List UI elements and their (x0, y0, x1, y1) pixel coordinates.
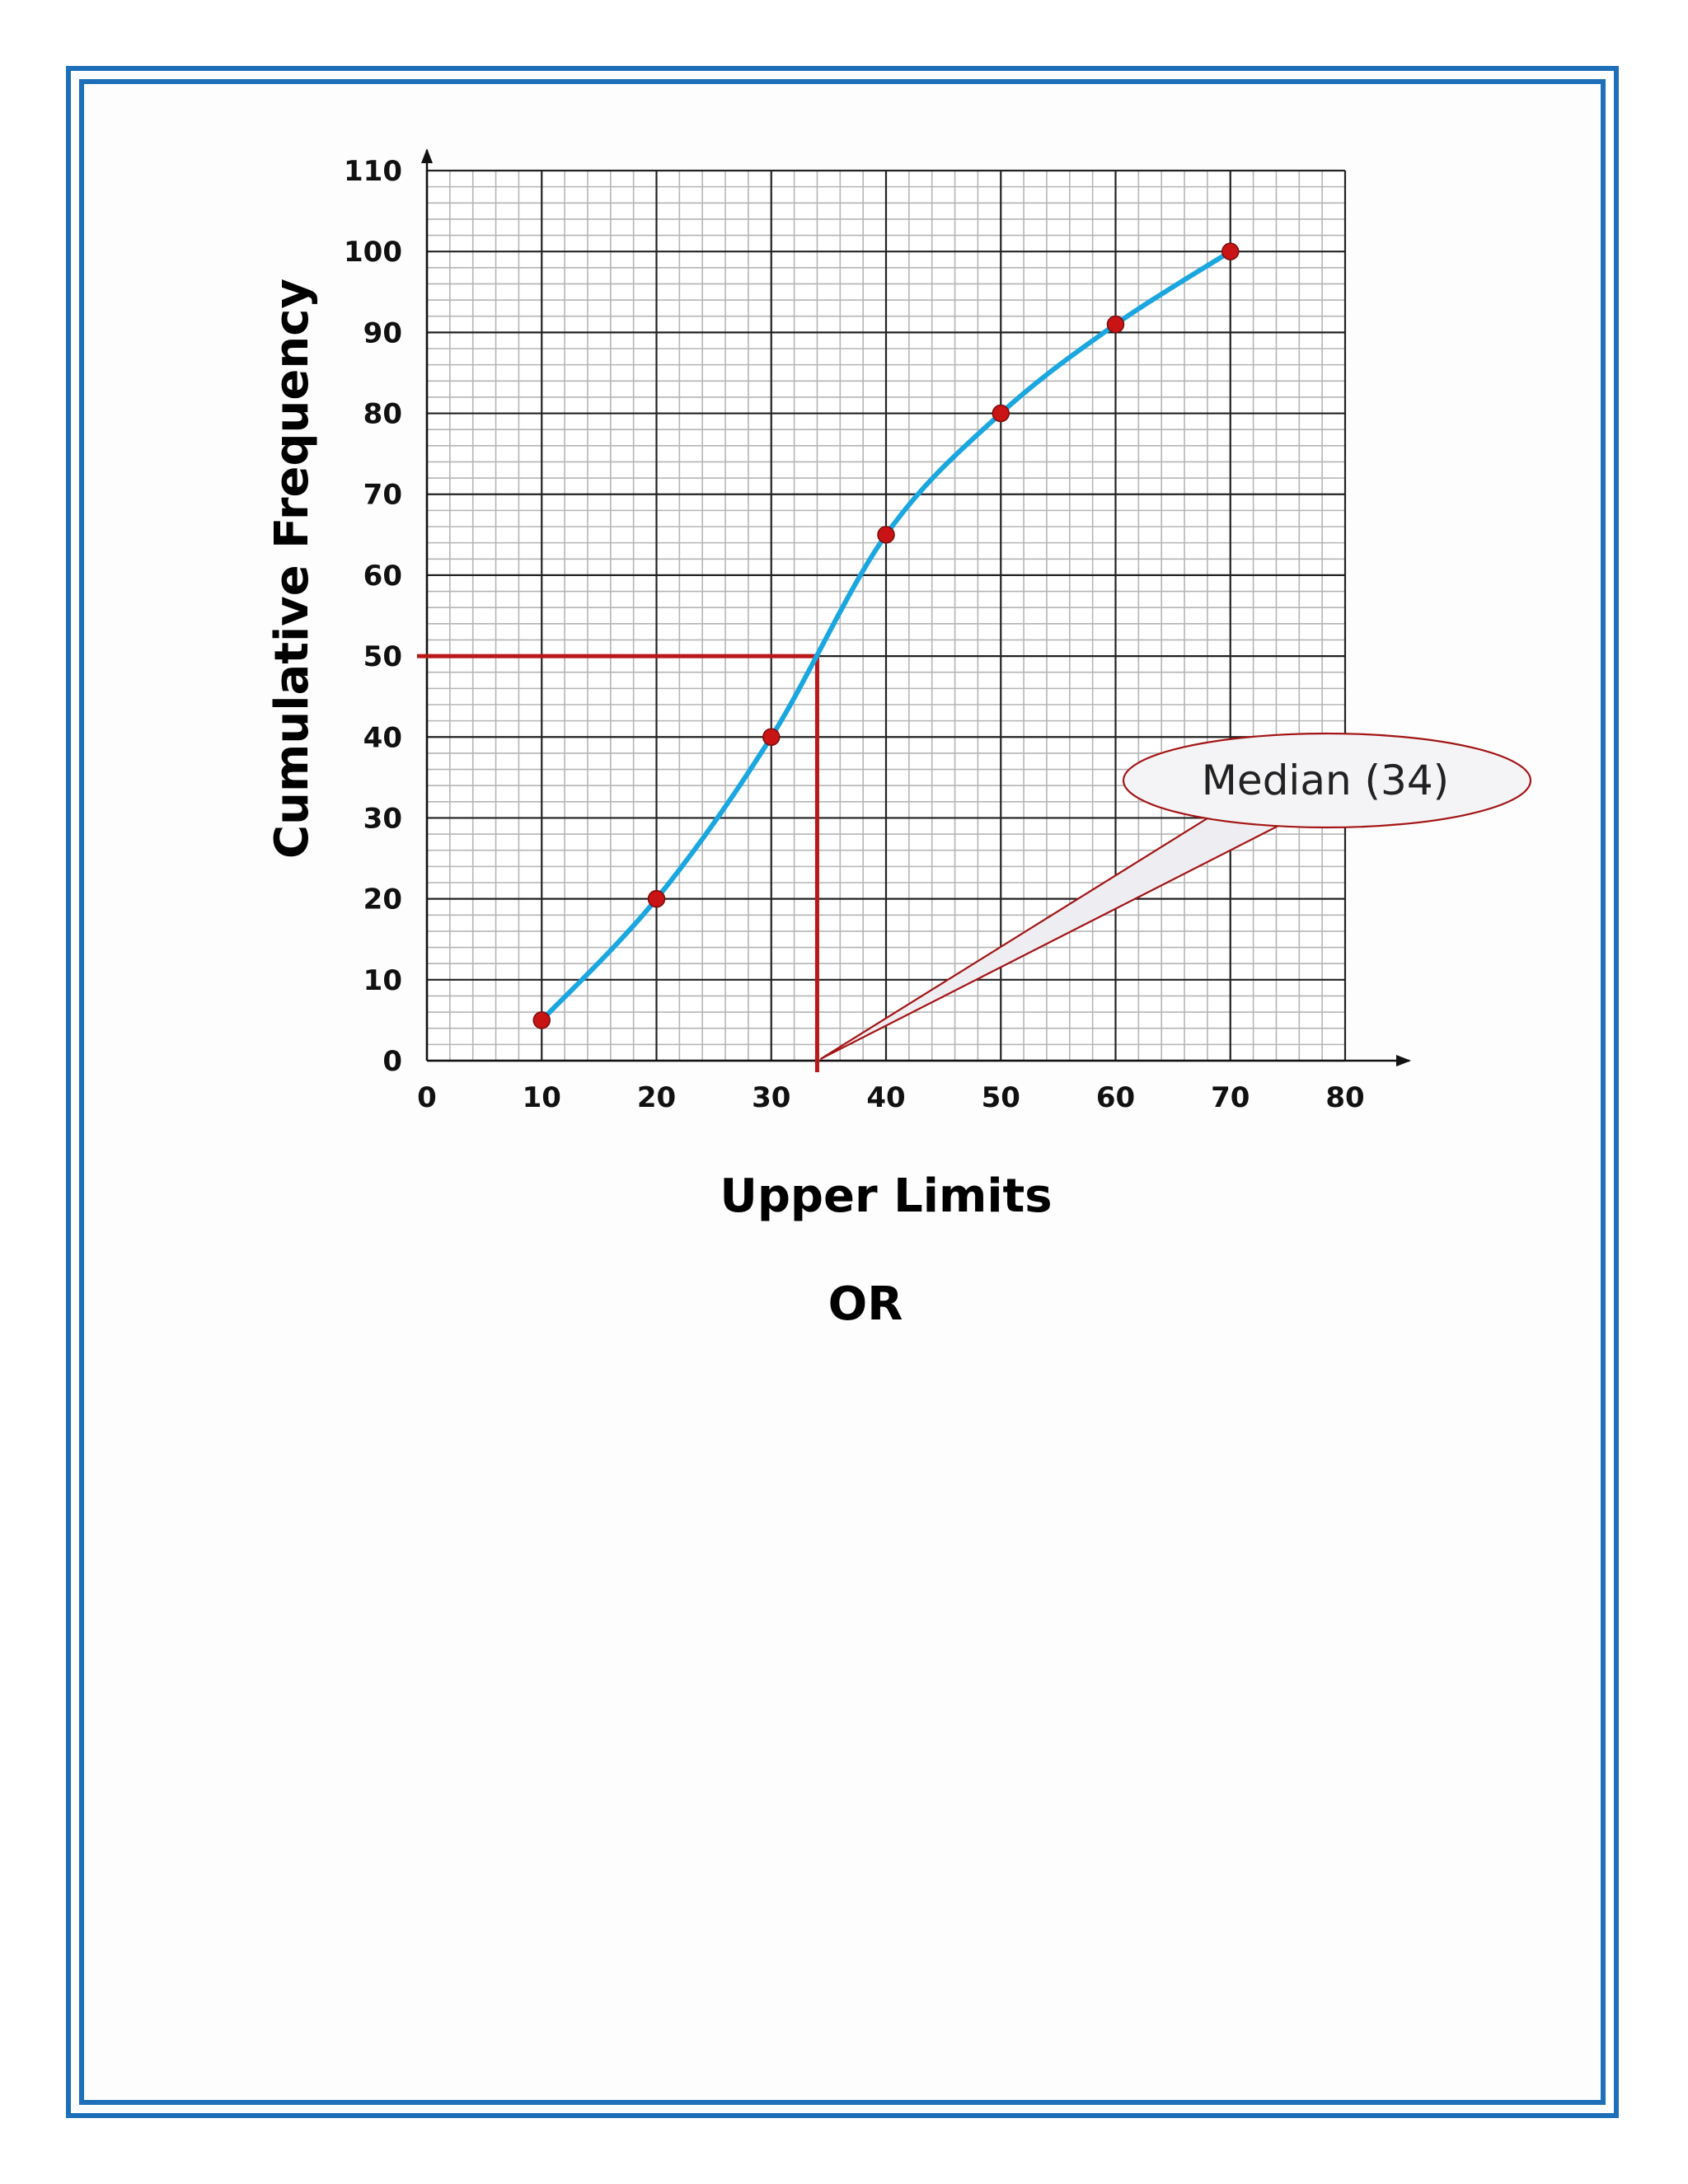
x-tick-label: 10 (523, 1081, 561, 1114)
y-tick-label: 90 (363, 316, 402, 349)
y-tick-label: 70 (363, 479, 402, 512)
x-tick-label: 70 (1211, 1081, 1250, 1114)
y-tick-label: 100 (344, 236, 402, 269)
data-point (877, 526, 895, 544)
page-border-outer (66, 66, 1619, 2118)
x-tick-label: 30 (752, 1081, 790, 1114)
data-point (532, 1011, 551, 1029)
data-point (647, 889, 666, 908)
y-tick-label: 40 (363, 721, 402, 754)
x-axis-title: Upper Limits (720, 1169, 1052, 1223)
data-point (1106, 315, 1125, 334)
or-caption: OR (828, 1277, 903, 1331)
x-tick-label: 80 (1325, 1081, 1364, 1114)
y-tick-label: 60 (363, 560, 402, 593)
callout-bubble (1122, 732, 1532, 829)
y-tick-label: 80 (363, 398, 402, 431)
x-tick-label: 20 (637, 1081, 676, 1114)
y-tick-label: 10 (363, 964, 402, 997)
y-axis-title: Cumulative Frequency (265, 279, 319, 859)
x-axis-arrow (1396, 1055, 1411, 1066)
x-tick-label: 0 (417, 1081, 437, 1114)
x-tick-label: 40 (866, 1081, 905, 1114)
data-point (1221, 242, 1240, 260)
y-axis-arrow (421, 148, 433, 163)
y-tick-label: 20 (363, 883, 402, 916)
callout-seam (1212, 812, 1282, 824)
data-point (992, 404, 1010, 423)
x-tick-label: 50 (982, 1081, 1020, 1114)
y-tick-label: 30 (363, 802, 402, 835)
y-tick-label: 50 (363, 640, 402, 673)
median-callout: Median (34) (819, 732, 1532, 1060)
y-tick-label: 110 (344, 155, 402, 188)
x-tick-label: 60 (1096, 1081, 1135, 1114)
y-tick-label: 0 (382, 1045, 402, 1078)
data-point (762, 728, 781, 747)
callout-label: Median (34) (1202, 757, 1449, 804)
